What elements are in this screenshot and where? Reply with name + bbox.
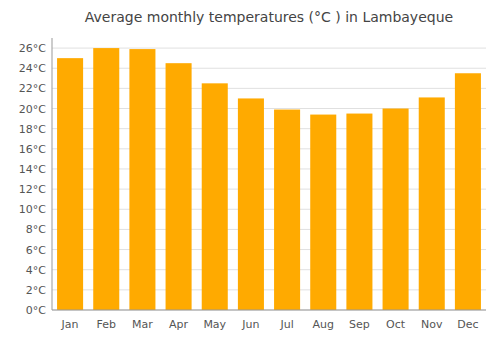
x-tick-label: Sep — [349, 318, 370, 331]
bar — [383, 109, 409, 310]
y-tick-label: 14°C — [19, 163, 46, 176]
y-tick-label: 0°C — [26, 304, 46, 317]
y-tick-label: 8°C — [26, 223, 46, 236]
y-tick-label: 22°C — [19, 82, 46, 95]
bar — [238, 98, 264, 310]
bar — [166, 63, 192, 310]
x-tick-label: Apr — [169, 318, 189, 331]
chart-svg: Average monthly temperatures (°C ) in La… — [0, 0, 500, 350]
y-tick-label: 4°C — [26, 264, 46, 277]
y-tick-label: 2°C — [26, 284, 46, 297]
bar — [202, 83, 228, 310]
y-tick-label: 16°C — [19, 143, 46, 156]
bar — [346, 114, 372, 310]
y-tick-label: 12°C — [19, 183, 46, 196]
x-tick-label: Jul — [279, 318, 293, 331]
bar — [274, 110, 300, 310]
x-tick-label: Feb — [97, 318, 116, 331]
grid-line — [52, 310, 486, 311]
x-tick-label: Mar — [132, 318, 153, 331]
y-tick-label: 10°C — [19, 203, 46, 216]
bar — [455, 73, 481, 310]
y-tick-label: 26°C — [19, 42, 46, 55]
bar — [419, 97, 445, 310]
chart-container: Average monthly temperatures (°C ) in La… — [0, 0, 500, 350]
bar — [310, 115, 336, 310]
y-tick-label: 6°C — [26, 244, 46, 257]
grid — [52, 48, 486, 310]
y-tick-label: 24°C — [19, 62, 46, 75]
bar — [57, 58, 83, 310]
bar — [93, 48, 119, 310]
x-tick-label: Nov — [421, 318, 443, 331]
page: {"chart_data": {"type": "bar", "title": … — [0, 0, 500, 350]
x-tick-label: Jan — [61, 318, 79, 331]
x-tick-label: Oct — [386, 318, 406, 331]
y-tick-label: 18°C — [19, 123, 46, 136]
x-tick-label: May — [203, 318, 226, 331]
x-tick-label: Jun — [241, 318, 259, 331]
y-tick-label: 20°C — [19, 103, 46, 116]
bar — [129, 49, 155, 310]
bars — [57, 48, 481, 310]
x-axis-line — [52, 310, 486, 311]
title: Average monthly temperatures (°C ) in La… — [85, 9, 453, 25]
x-tick-label: Aug — [313, 318, 334, 331]
y-axis-line — [52, 38, 53, 310]
x-tick-label: Dec — [457, 318, 478, 331]
